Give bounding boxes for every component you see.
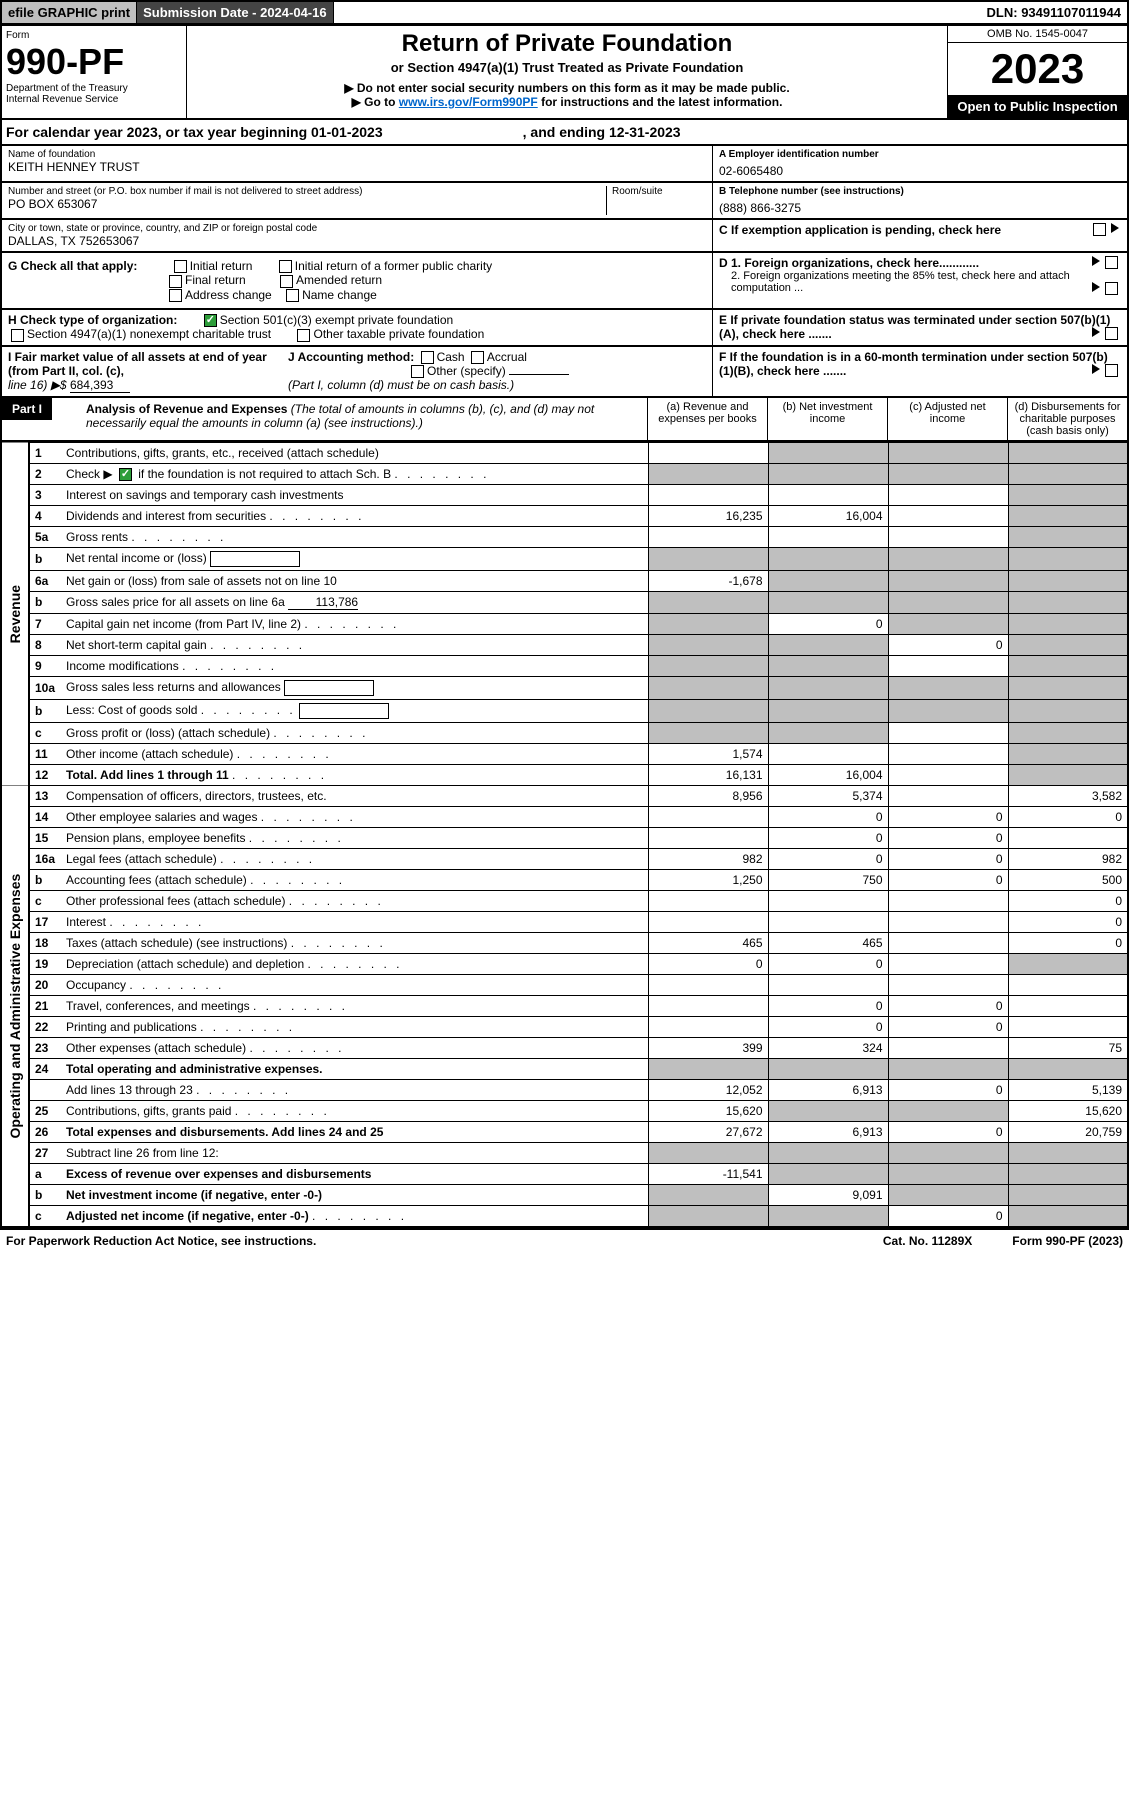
name-lbl: Name of foundation: [8, 149, 706, 160]
chk-f[interactable]: [1105, 364, 1118, 377]
chk-name-chg[interactable]: [286, 289, 299, 302]
top-bar: efile GRAPHIC print Submission Date - 20…: [0, 0, 1129, 26]
col-c: (c) Adjusted net income: [887, 398, 1007, 440]
chk-addr-chg[interactable]: [169, 289, 182, 302]
chk-amended[interactable]: [280, 275, 293, 288]
chk-c[interactable]: [1093, 223, 1106, 236]
ein: 02-6065480: [719, 160, 1121, 178]
open-public: Open to Public Inspection: [948, 95, 1127, 118]
address: PO BOX 653067: [8, 197, 606, 211]
chk-other-tax[interactable]: [297, 329, 310, 342]
c-label: C If exemption application is pending, c…: [719, 223, 1001, 237]
chk-e[interactable]: [1105, 327, 1118, 340]
col-d: (d) Disbursements for charitable purpose…: [1007, 398, 1127, 440]
chk-accrual[interactable]: [471, 351, 484, 364]
dln: DLN: 93491107011944: [981, 2, 1127, 23]
side-expenses: Operating and Administrative Expenses: [1, 785, 29, 1227]
form-subtitle: or Section 4947(a)(1) Trust Treated as P…: [191, 60, 943, 75]
efile-btn[interactable]: efile GRAPHIC print: [2, 2, 137, 23]
chk-initial[interactable]: [174, 260, 187, 273]
calendar-year: For calendar year 2023, or tax year begi…: [0, 120, 1129, 146]
sub-date: Submission Date - 2024-04-16: [137, 2, 334, 23]
col-b: (b) Net investment income: [767, 398, 887, 440]
foundation-name: KEITH HENNEY TRUST: [8, 160, 706, 174]
irs: Internal Revenue Service: [6, 94, 182, 105]
form-title: Return of Private Foundation: [191, 30, 943, 58]
form-number: 990-PF: [6, 41, 182, 83]
e-label: E If private foundation status was termi…: [719, 313, 1110, 341]
city: DALLAS, TX 752653067: [8, 234, 706, 248]
side-revenue: Revenue: [1, 442, 29, 785]
chk-d2[interactable]: [1105, 282, 1118, 295]
fmv: 684,393: [70, 378, 130, 393]
form-header: Form 990-PF Department of the Treasury I…: [0, 26, 1129, 120]
ein-lbl: A Employer identification number: [719, 149, 1121, 160]
omb: OMB No. 1545-0047: [948, 26, 1127, 43]
tax-year: 2023: [948, 43, 1127, 95]
footer: For Paperwork Reduction Act Notice, see …: [0, 1228, 1129, 1252]
form-label: Form: [6, 30, 182, 41]
note1: ▶ Do not enter social security numbers o…: [191, 81, 943, 95]
part1-hdr: Part I: [2, 398, 52, 420]
f-label: F If the foundation is in a 60-month ter…: [719, 350, 1108, 378]
chk-d1[interactable]: [1105, 256, 1118, 269]
dept: Department of the Treasury: [6, 83, 182, 94]
financial-table: Revenue1Contributions, gifts, grants, et…: [0, 442, 1129, 1228]
chk-final[interactable]: [169, 275, 182, 288]
chk-initial-former[interactable]: [279, 260, 292, 273]
col-a: (a) Revenue and expenses per books: [647, 398, 767, 440]
chk-4947[interactable]: [11, 329, 24, 342]
chk-cash[interactable]: [421, 351, 434, 364]
chk-other-acct[interactable]: [411, 365, 424, 378]
chk-501c3[interactable]: [204, 314, 217, 327]
irs-link[interactable]: www.irs.gov/Form990PF: [399, 95, 538, 109]
telephone: (888) 866-3275: [719, 197, 1121, 215]
